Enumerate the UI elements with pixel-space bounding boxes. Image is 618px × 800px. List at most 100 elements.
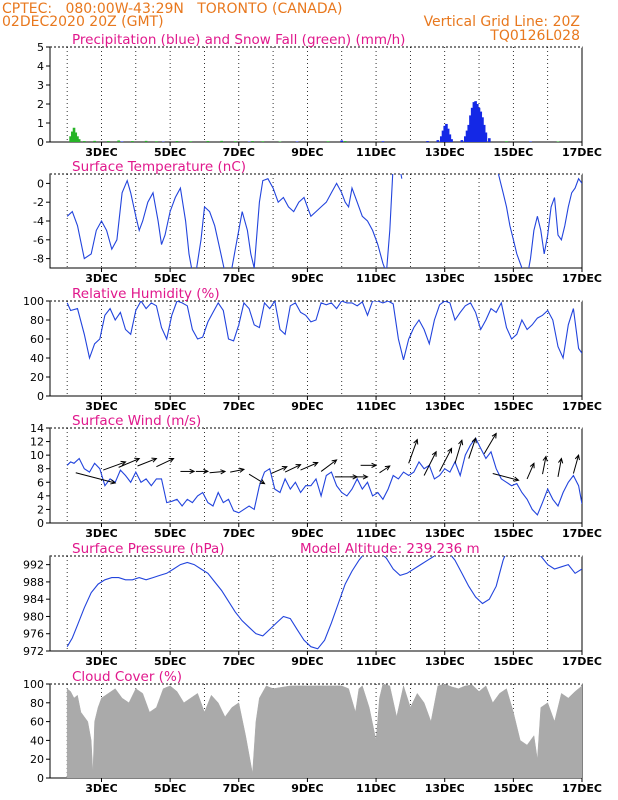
precip-bar	[479, 111, 483, 142]
plot-area	[66, 684, 582, 778]
precip-bar	[77, 139, 81, 142]
wind-vector-shaft	[137, 458, 157, 467]
precip-bar	[71, 131, 74, 142]
x-tick-label: 13DEC	[425, 655, 465, 668]
series-line	[66, 174, 403, 268]
plot-area	[69, 101, 560, 142]
precip-bar	[488, 138, 491, 142]
x-tick-label: 11DEC	[356, 782, 396, 795]
header-station: CPTEC: 080:00W-43:29N TORONTO (CANADA)	[2, 1, 342, 17]
wind-vector-head	[238, 467, 246, 473]
wind-vector-head	[120, 460, 127, 466]
x-tick-label: 7DEC	[223, 655, 255, 668]
y-tick-label: 0	[37, 517, 44, 530]
y-tick-label: -8	[33, 253, 44, 266]
y-tick-label: 60	[30, 333, 44, 346]
x-tick-label: 15DEC	[493, 146, 533, 159]
wind-vector-shaft	[468, 438, 477, 459]
x-tick-label: 7DEC	[223, 146, 255, 159]
series-line	[66, 301, 582, 361]
y-tick-label: 4	[37, 60, 44, 73]
precip-bar	[556, 141, 560, 142]
precip-bar	[117, 140, 120, 142]
x-tick-label: 5DEC	[154, 527, 186, 540]
wind-vector-shaft	[103, 461, 126, 471]
x-tick-label: 9DEC	[291, 782, 323, 795]
precip-bar	[144, 140, 148, 142]
wind-vector-shaft	[572, 455, 580, 474]
y-tick-label: 60	[30, 716, 44, 729]
y-tick-label: 5	[37, 41, 44, 54]
series-line	[540, 556, 582, 575]
series-line	[497, 174, 582, 268]
x-tick-label: 3DEC	[85, 400, 117, 413]
panel-annotation: Model Altitude: 239.236 m	[300, 541, 480, 557]
precip-bar	[155, 141, 158, 142]
precip-bar	[83, 141, 86, 142]
x-tick-label: 9DEC	[291, 272, 323, 285]
wind-vector-head	[529, 462, 535, 469]
x-tick-label: 9DEC	[291, 146, 323, 159]
precip-bar	[220, 140, 223, 142]
precip-bar	[446, 128, 450, 142]
y-tick-label: -6	[33, 234, 44, 247]
wind-vector-head	[574, 454, 580, 461]
x-tick-label: 7DEC	[223, 782, 255, 795]
wind-vector-head	[447, 447, 453, 454]
wind-vector-shaft	[300, 462, 318, 471]
y-tick-label: 40	[30, 352, 44, 365]
precip-bar	[76, 136, 79, 142]
y-tick-label: -4	[33, 215, 44, 228]
x-tick-label: 15DEC	[493, 272, 533, 285]
x-tick-label: 11DEC	[356, 272, 396, 285]
wind-vector-head	[384, 465, 391, 471]
precip-bar	[93, 140, 96, 142]
x-tick-label: 17DEC	[562, 272, 602, 285]
precip-bar	[131, 141, 134, 142]
y-tick-label: 80	[30, 314, 44, 327]
wind-vector-head	[513, 476, 520, 482]
precip-bar	[326, 141, 330, 142]
wind-vector-shaft	[156, 458, 174, 468]
header-grid-note: Vertical Grid Line: 20Z	[424, 14, 580, 30]
y-tick-label: 2	[37, 503, 44, 516]
y-tick-label: -2	[33, 196, 44, 209]
panel-title: Surface Pressure (hPa)	[72, 541, 225, 557]
wind-vector-shaft	[557, 458, 562, 477]
x-tick-label: 3DEC	[85, 527, 117, 540]
wind-vector-shaft	[75, 472, 116, 484]
y-tick-label: 972	[23, 645, 44, 658]
precip-bar	[439, 136, 443, 142]
x-tick-label: 13DEC	[425, 272, 465, 285]
precip-bar	[460, 140, 464, 142]
precip-bar	[529, 141, 532, 142]
x-tick-label: 5DEC	[154, 655, 186, 668]
x-tick-label: 15DEC	[493, 655, 533, 668]
precip-bar	[251, 141, 254, 142]
wind-vector-head	[110, 479, 117, 485]
wind-vector-head	[471, 437, 477, 444]
y-tick-label: 976	[23, 628, 44, 641]
header-run-time: 02DEC2020 20Z (GMT)	[2, 14, 164, 30]
precip-bar	[470, 107, 474, 142]
panel-frame	[49, 300, 583, 397]
precip-bar	[484, 132, 488, 142]
precip-bar	[234, 141, 237, 142]
precip-bar	[189, 141, 193, 142]
precip-bar	[343, 141, 347, 142]
precip-bar	[443, 125, 447, 142]
precip-bar	[465, 130, 469, 142]
wind-vector-shaft	[454, 440, 463, 464]
x-tick-label: 3DEC	[85, 782, 117, 795]
wind-vector-shaft	[209, 470, 226, 474]
x-tick-label: 13DEC	[425, 400, 465, 413]
wind-vector-shaft	[483, 433, 497, 455]
y-tick-label: 2	[37, 98, 44, 111]
panels: Precipitation (blue) and Snow Fall (gree…	[23, 32, 602, 795]
wind-vector-shaft	[379, 465, 391, 474]
precip-bar	[72, 127, 76, 142]
x-tick-label: 17DEC	[562, 655, 602, 668]
y-tick-label: 0	[37, 772, 44, 785]
wind-vector-head	[134, 457, 141, 463]
